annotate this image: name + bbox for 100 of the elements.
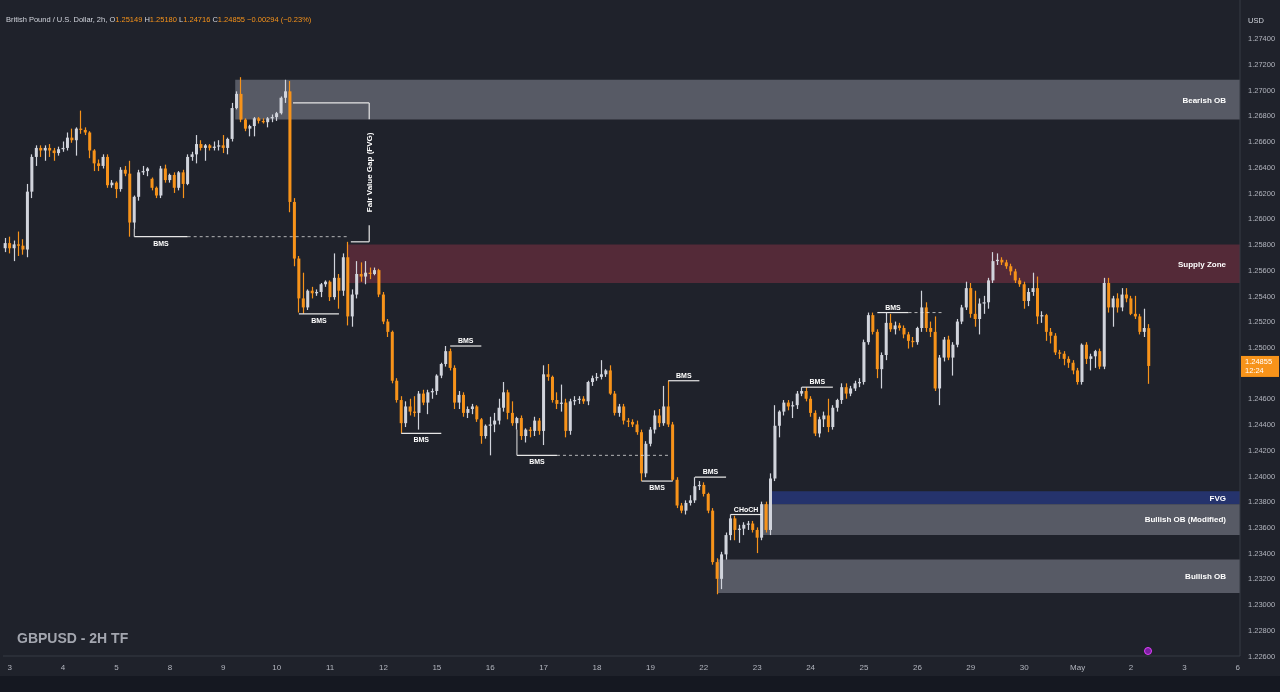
candlestick: [1044, 313, 1048, 342]
candlestick: [1129, 295, 1133, 316]
candlestick: [533, 416, 537, 437]
candlestick: [106, 153, 110, 189]
candlestick: [973, 290, 977, 328]
x-tick-label: 2: [1128, 662, 1134, 672]
candlestick: [987, 277, 991, 310]
candlestick: [92, 148, 96, 172]
candlestick: [12, 239, 16, 262]
x-tick-label: 16: [485, 662, 496, 672]
x-tick-label: 17: [539, 662, 549, 672]
x-tick-label: 18: [592, 662, 603, 672]
x-tick-label: 5: [114, 662, 120, 672]
candlestick: [284, 79, 287, 104]
candlestick: [599, 359, 603, 381]
candlestick: [769, 472, 773, 536]
candlestick: [1142, 308, 1146, 338]
x-tick-label: 10: [272, 662, 282, 672]
candlestick: [355, 260, 359, 300]
candlestick: [332, 252, 336, 301]
candlestick: [733, 515, 737, 541]
candlestick: [880, 351, 884, 390]
candlestick: [1027, 287, 1031, 307]
candlestick: [306, 288, 310, 311]
candlestick: [235, 90, 239, 110]
x-tick-label: 6: [1235, 662, 1241, 672]
candlestick: [613, 390, 617, 417]
candlestick: [506, 389, 510, 420]
candlestick: [982, 295, 986, 315]
candlestick: [680, 502, 684, 514]
candlestick: [395, 377, 399, 404]
x-tick-label: May: [1070, 662, 1086, 672]
x-tick-label: 11: [325, 662, 335, 672]
candlestick: [435, 373, 439, 396]
candlestick: [662, 385, 666, 427]
candlestick: [119, 166, 123, 193]
candlestick: [17, 230, 21, 257]
annotation: Fair Value Gap (FVG): [364, 132, 374, 213]
candlestick: [364, 260, 368, 285]
candlestick: [920, 290, 924, 333]
candlestick: [889, 313, 893, 333]
candlestick: [372, 266, 376, 276]
candlestick: [74, 126, 78, 157]
candlestick: [457, 390, 461, 410]
band-label: Bullish OB (Modified): [1144, 515, 1227, 525]
candlestick: [221, 134, 225, 154]
candlestick: [359, 261, 363, 283]
candlestick: [301, 272, 305, 315]
candlestick: [1035, 275, 1039, 325]
candlestick: [252, 116, 256, 137]
candlestick: [1093, 349, 1097, 369]
candlestick: [826, 398, 830, 433]
candlestick: [1022, 281, 1026, 310]
candlestick: [195, 134, 198, 164]
candlestick: [706, 492, 710, 514]
candlestick: [1111, 295, 1115, 328]
candlestick: [1053, 332, 1057, 356]
candlestick: [502, 381, 506, 413]
candlestick: [444, 345, 448, 368]
candlestick: [404, 400, 408, 428]
band-label: Bullish OB: [1185, 572, 1227, 582]
candlestick: [550, 374, 554, 404]
band-label: Bearish OB: [1182, 95, 1227, 105]
candlestick: [519, 414, 523, 441]
candlestick: [942, 336, 946, 363]
candlestick: [386, 318, 390, 338]
candlestick: [955, 318, 959, 348]
candlestick: [817, 416, 821, 438]
candlestick: [728, 513, 732, 541]
candlestick: [991, 251, 995, 284]
candlestick: [172, 171, 176, 194]
candlestick: [653, 409, 657, 435]
candlestick: [448, 347, 452, 372]
band-label: Supply Zone: [1178, 259, 1227, 269]
candlestick: [1116, 292, 1120, 314]
candlestick: [591, 374, 595, 387]
candlestick: [648, 426, 652, 447]
candlestick: [497, 398, 501, 426]
band-label: FVG: [1209, 493, 1226, 503]
candlestick: [426, 389, 430, 415]
candlestick: [831, 404, 835, 431]
candlestick: [622, 403, 626, 426]
candlestick: [755, 526, 759, 554]
x-tick-label: 26: [912, 662, 923, 672]
candlestick: [693, 476, 697, 504]
x-tick-label: 22: [699, 662, 709, 672]
candlestick: [417, 390, 421, 431]
candlestick: [461, 391, 465, 418]
candlestick: [724, 531, 728, 561]
x-tick-label: 23: [752, 662, 763, 672]
candlestick: [479, 417, 483, 445]
candlestick: [279, 95, 283, 116]
candlestick: [488, 416, 492, 456]
candlestick: [960, 304, 964, 325]
x-tick-label: 3: [7, 662, 13, 672]
candlestick: [1138, 313, 1142, 336]
x-tick-label: 12: [378, 662, 389, 672]
candlestick: [181, 169, 185, 199]
candlestick: [399, 395, 403, 435]
candlestick: [777, 409, 781, 438]
